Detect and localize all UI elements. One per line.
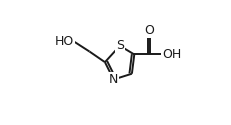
Text: S: S — [115, 39, 123, 52]
Text: HO: HO — [54, 36, 73, 49]
Text: N: N — [108, 73, 118, 86]
Text: OH: OH — [161, 48, 180, 61]
Text: O: O — [143, 24, 153, 37]
